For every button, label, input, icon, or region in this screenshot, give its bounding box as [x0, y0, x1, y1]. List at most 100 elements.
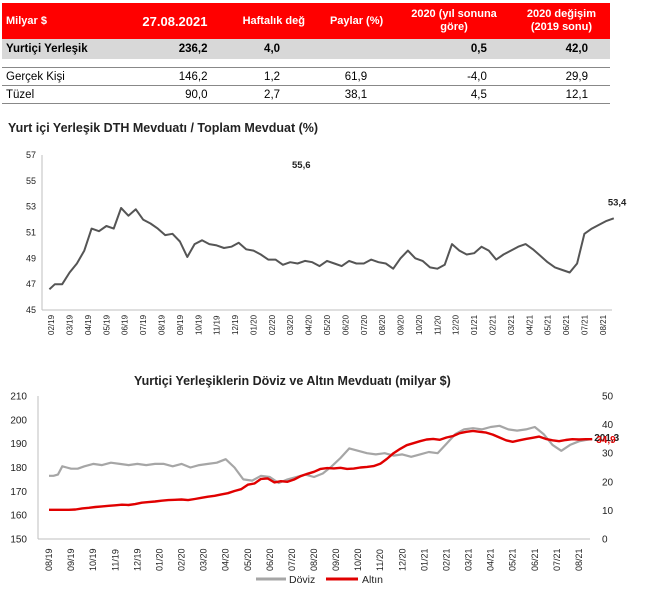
chart2-x-tick-label: 02/21 — [441, 548, 451, 571]
chart1-data-label: 55,6 — [292, 160, 311, 171]
chart1-x-tick-label: 04/20 — [305, 314, 314, 335]
chart2-title: Yurtiçi Yerleşiklerin Döviz ve Altın Mev… — [134, 374, 451, 388]
chart2-x-tick-label: 09/19 — [66, 548, 76, 571]
header-2019-line2: (2019 sonu) — [530, 21, 593, 33]
header-ytd-change: 2020 (yıl sonuna göre) — [395, 3, 513, 39]
chart2-y-left-tick-label: 150 — [10, 535, 27, 546]
chart2-y-left-tick-label: 210 — [10, 392, 27, 403]
total-2019: 42,0 — [512, 39, 610, 59]
header-weekly-change: Haftalık değ — [229, 3, 319, 39]
chart1-title: Yurt içi Yerleşik DTH Mevduatı / Toplam … — [8, 121, 319, 135]
legend-doviz-label: Döviz — [289, 574, 315, 586]
chart1-x-tick-label: 04/19 — [84, 314, 93, 335]
chart1-x-tick-label: 10/19 — [194, 314, 203, 335]
chart1-x-tick-label: 01/21 — [470, 314, 479, 335]
chart1-x-tick-label: 02/21 — [488, 314, 497, 335]
chart2-x-tick-label: 10/20 — [353, 548, 363, 571]
chart1-x-tick-label: 11/20 — [433, 315, 442, 335]
summary-table: Milyar $ 27.08.2021 Haftalık değ Paylar … — [2, 3, 610, 104]
chart2-y-left-tick-label: 190 — [10, 439, 27, 450]
chart2-y-right-tick-label: 50 — [602, 392, 614, 403]
chart2-x-tick-label: 02/20 — [177, 548, 187, 571]
chart1-y-tick-label: 45 — [26, 305, 36, 315]
chart1-x-tick-label: 02/20 — [268, 314, 277, 335]
chart1-x-tick-label: 07/21 — [580, 314, 589, 335]
total-row: Yurtiçi Yerleşik 236,2 4,0 0,5 42,0 — [2, 39, 610, 59]
chart1-x-tick-label: 08/21 — [599, 314, 608, 335]
row-label: Gerçek Kişi — [2, 67, 115, 86]
header-2019-line1: 2020 değişim — [526, 8, 596, 20]
chart2-y-left-tick-label: 170 — [10, 487, 27, 498]
chart2-x-tick-label: 09/20 — [331, 548, 341, 571]
chart1-series-line — [48, 207, 615, 291]
chart2-y-right-tick-label: 30 — [602, 449, 614, 460]
chart2-x-tick-label: 12/19 — [132, 548, 142, 571]
chart2-y-right-tick-label: 0 — [602, 535, 608, 546]
chart2-y-right-tick-label: 10 — [602, 506, 614, 517]
chart1-x-tick-label: 12/20 — [452, 314, 461, 335]
chart2-x-tick-label: 12/20 — [397, 548, 407, 571]
chart1-x-tick-label: 07/19 — [139, 314, 148, 335]
row-share: 38,1 — [318, 85, 396, 104]
chart2-fx-gold-deposits: 150 160 170 180 190 200 210 0 10 20 30 40 50 08/19 09/… — [10, 392, 619, 587]
chart1-x-tick-label: 10/20 — [415, 314, 424, 335]
chart2-x-tick-label: 04/21 — [486, 548, 496, 571]
total-weekly: 4,0 — [229, 39, 319, 59]
chart1-x-tick-label: 04/21 — [525, 314, 534, 335]
row-label: Tüzel — [2, 85, 115, 104]
chart1-x-tick-label: 06/20 — [341, 314, 350, 335]
chart1-x-tick-label: 12/19 — [231, 314, 240, 335]
chart1-x-tick-label: 05/19 — [102, 314, 111, 335]
chart2-x-tick-label: 06/21 — [530, 548, 540, 571]
chart1-y-tick-label: 51 — [26, 228, 36, 238]
row-ytd: -4,0 — [395, 67, 513, 86]
chart1-x-tick-label: 01/20 — [249, 314, 258, 335]
header-share: Paylar (%) — [318, 3, 396, 39]
chart1-y-tick-label: 47 — [26, 279, 36, 289]
chart1-x-tick-label: 07/20 — [360, 314, 369, 335]
chart1-x-tick-label: 02/19 — [47, 314, 56, 335]
row-weekly: 2,7 — [229, 85, 319, 104]
row-share: 61,9 — [318, 67, 396, 86]
chart1-x-tick-label: 03/21 — [507, 314, 516, 335]
chart2-y-left-tick-label: 200 — [10, 415, 27, 426]
chart1-y-tick-label: 49 — [26, 253, 36, 263]
header-label: Milyar $ — [2, 3, 115, 39]
row-2019: 12,1 — [512, 85, 610, 104]
chart1-x-tick-label: 09/19 — [176, 314, 185, 335]
chart1-x-tick-label: 08/20 — [378, 314, 387, 335]
header-ytd-line2: göre) — [440, 21, 468, 33]
total-ytd: 0,5 — [395, 39, 513, 59]
total-value: 236,2 — [114, 39, 230, 59]
total-share — [318, 39, 396, 59]
chart2-x-tick-label: 05/20 — [243, 548, 253, 571]
row-value: 146,2 — [114, 67, 230, 86]
chart2-x-tick-label: 08/21 — [574, 548, 584, 571]
chart2-x-tick-label: 04/20 — [221, 548, 231, 571]
header-ytd-line1: 2020 (yıl sonuna — [411, 8, 497, 20]
chart1-data-label: 53,4 — [608, 198, 627, 209]
row-weekly: 1,2 — [229, 67, 319, 86]
chart2-altin-end-label: 34,9 — [596, 435, 616, 446]
chart1-x-tick-label: 06/21 — [562, 314, 571, 335]
chart1-x-tick-label: 09/20 — [397, 314, 406, 335]
table-spacer — [2, 59, 610, 68]
chart2-x-tick-label: 06/20 — [265, 548, 275, 571]
chart2-x-tick-label: 11/19 — [110, 549, 120, 571]
chart2-y-left-tick-label: 180 — [10, 463, 27, 474]
row-ytd: 4,5 — [395, 85, 513, 104]
chart2-x-tick-label: 07/20 — [287, 548, 297, 571]
chart2-x-tick-label: 03/21 — [464, 548, 474, 571]
chart2-x-tick-label: 01/20 — [154, 548, 164, 571]
chart2-y-right-tick-label: 40 — [602, 420, 614, 431]
chart2-y-left-tick-label: 160 — [10, 511, 27, 522]
chart1-x-tick-label: 05/20 — [323, 314, 332, 335]
chart1-x-tick-label: 11/19 — [213, 315, 222, 335]
total-label: Yurtiçi Yerleşik — [2, 39, 115, 59]
chart2-x-tick-label: 01/21 — [419, 548, 429, 571]
row-2019: 29,9 — [512, 67, 610, 86]
header-date: 27.08.2021 — [114, 3, 230, 39]
row-value: 90,0 — [114, 85, 230, 104]
chart1-dth-ratio: 45 47 49 51 53 55 57 02/19 03/19 04/19 05/19 06/19 0… — [26, 150, 627, 335]
chart2-x-tick-label: 10/19 — [88, 548, 98, 571]
